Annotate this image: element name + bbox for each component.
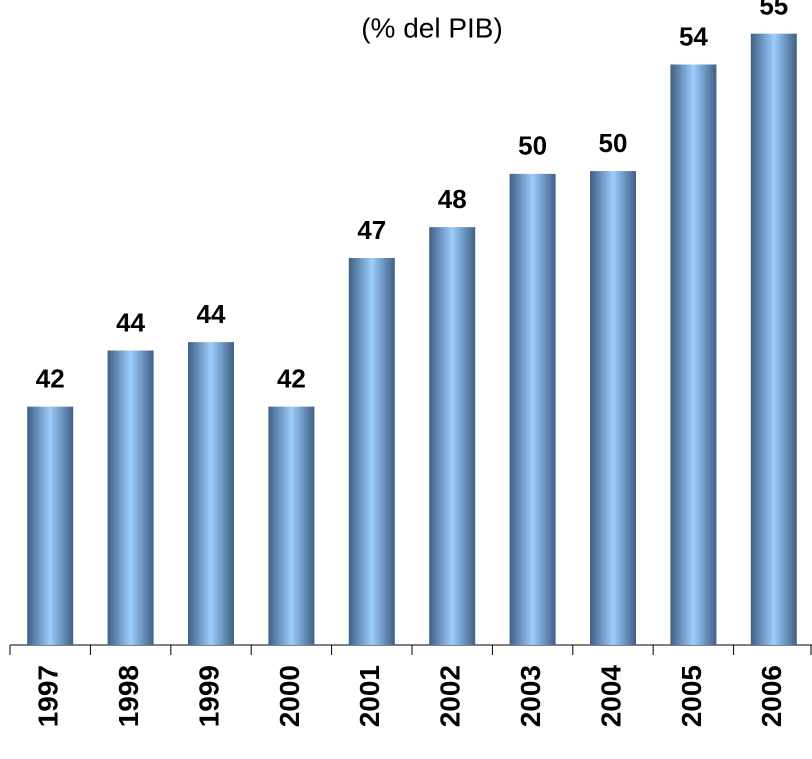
x-tick-label: 2004 — [595, 665, 626, 728]
value-label: 50 — [599, 128, 628, 158]
value-label: 48 — [438, 184, 467, 214]
value-label: 42 — [277, 364, 306, 394]
x-tick-label: 2002 — [435, 665, 466, 727]
x-tick-label: 2001 — [354, 665, 385, 727]
value-label: 44 — [197, 299, 226, 329]
bar — [107, 350, 154, 645]
bar — [27, 406, 74, 645]
x-tick-label: 2005 — [676, 665, 707, 727]
bar — [429, 227, 476, 646]
bar — [670, 64, 717, 645]
bar — [750, 33, 797, 646]
bar — [188, 342, 234, 645]
value-label: 47 — [357, 215, 386, 245]
x-tick-label: 1997 — [33, 665, 64, 727]
value-label: 55 — [759, 0, 788, 21]
x-tick-label: 2006 — [756, 665, 787, 727]
x-tick-label: 1998 — [113, 665, 144, 727]
bar — [348, 258, 395, 645]
value-label: 54 — [679, 21, 708, 51]
x-tick-label: 1999 — [193, 665, 224, 727]
bar — [590, 171, 636, 645]
value-label: 42 — [36, 364, 65, 394]
x-tick-label: 2000 — [274, 665, 305, 727]
value-label: 50 — [518, 131, 547, 161]
x-tick-label: 2003 — [515, 665, 546, 727]
value-label: 44 — [116, 307, 145, 337]
chart-title: (% del PIB) — [361, 12, 503, 43]
bar — [509, 173, 556, 645]
bar — [268, 406, 315, 645]
